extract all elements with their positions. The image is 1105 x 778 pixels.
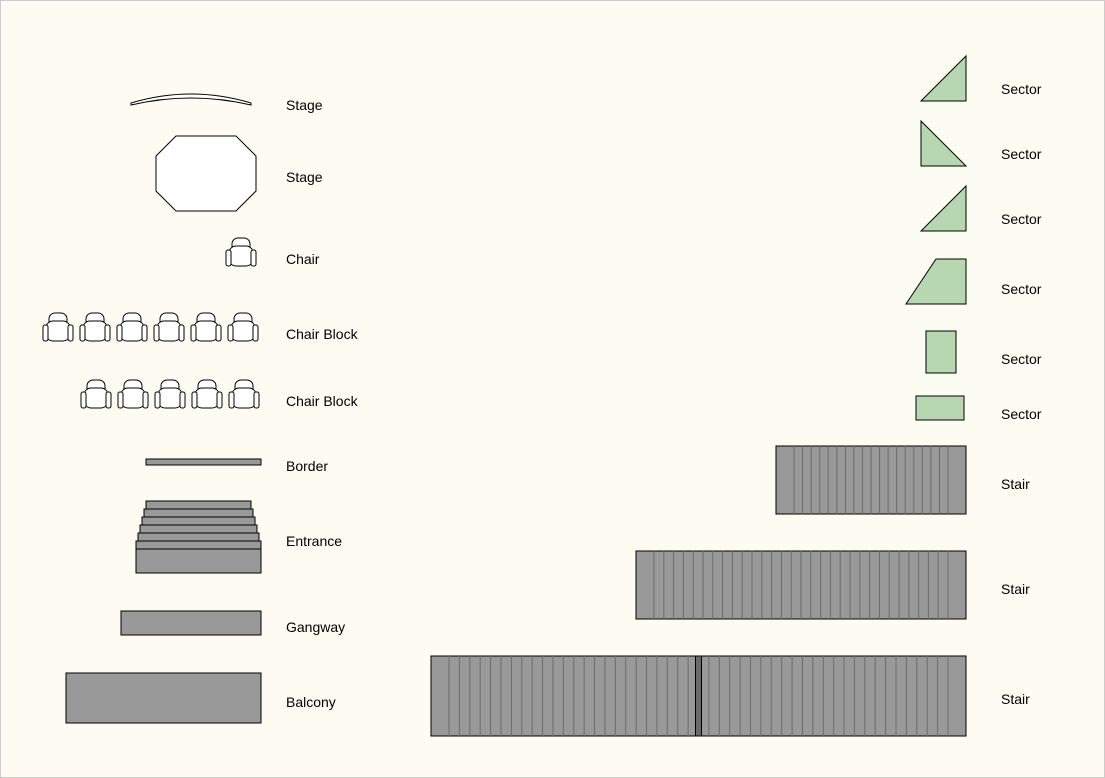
diagram-canvas: Stage Stage Chair Chair Block Chair Bloc… bbox=[0, 0, 1105, 778]
chair-block-6-icon bbox=[43, 311, 273, 347]
sector-1-label: Sector bbox=[1001, 81, 1041, 97]
chair-icon bbox=[226, 236, 256, 270]
sector-3-label: Sector bbox=[1001, 211, 1041, 227]
chair-label: Chair bbox=[286, 251, 319, 267]
stair-1-label: Stair bbox=[1001, 476, 1030, 492]
sector-5-label: Sector bbox=[1001, 351, 1041, 367]
chair-block-5-label: Chair Block bbox=[286, 393, 358, 409]
sector-1-icon bbox=[921, 56, 967, 102]
sector-2-label: Sector bbox=[1001, 146, 1041, 162]
stage-poly-label: Stage bbox=[286, 169, 323, 185]
chair-block-6-label: Chair Block bbox=[286, 326, 358, 342]
sector-4-label: Sector bbox=[1001, 281, 1041, 297]
entrance-icon bbox=[136, 501, 261, 573]
stage-curve-icon bbox=[131, 89, 251, 109]
stair-1-icon bbox=[776, 446, 966, 514]
gangway-label: Gangway bbox=[286, 619, 345, 635]
stage-curve-label: Stage bbox=[286, 97, 323, 113]
stair-2-label: Stair bbox=[1001, 581, 1030, 597]
gangway-icon bbox=[121, 611, 261, 635]
border-label: Border bbox=[286, 458, 328, 474]
sector-6-label: Sector bbox=[1001, 406, 1041, 422]
stair-3-icon bbox=[431, 656, 966, 736]
sector-4-icon bbox=[906, 259, 967, 305]
stage-polygon-icon bbox=[156, 136, 256, 211]
balcony-icon bbox=[66, 673, 261, 723]
stair-3-label: Stair bbox=[1001, 691, 1030, 707]
border-icon bbox=[146, 459, 261, 465]
chair-block-5-icon bbox=[81, 378, 271, 414]
sector-5-icon bbox=[926, 331, 956, 373]
entrance-label: Entrance bbox=[286, 533, 342, 549]
sector-3-icon bbox=[921, 186, 967, 232]
sector-6-icon bbox=[916, 396, 964, 420]
sector-2-icon bbox=[921, 121, 967, 167]
stair-2-icon bbox=[636, 551, 966, 619]
balcony-label: Balcony bbox=[286, 694, 336, 710]
